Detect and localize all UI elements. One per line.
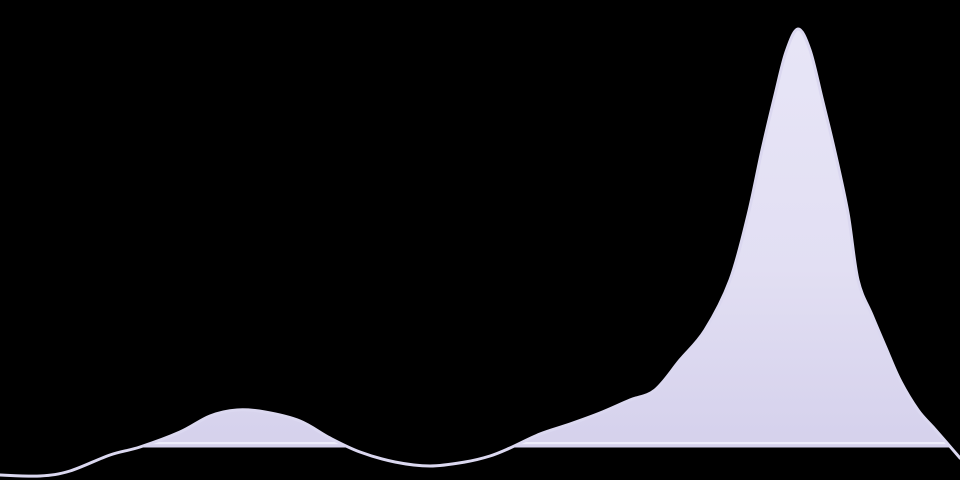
density-curve-line: [0, 27, 960, 478]
